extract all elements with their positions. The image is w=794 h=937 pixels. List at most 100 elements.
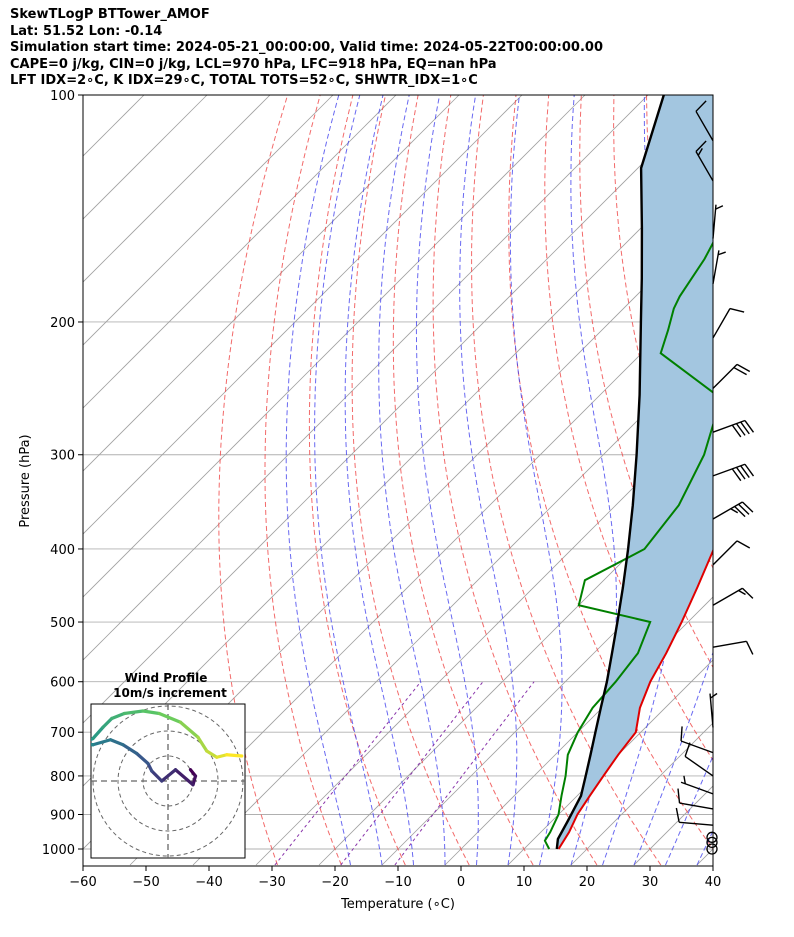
title-indices: LFT IDX=2∘C, K IDX=29∘C, TOTAL TOTS=52∘C… bbox=[10, 73, 478, 89]
title-stability: CAPE=0 j/kg, CIN=0 j/kg, LCL=970 hPa, LF… bbox=[10, 56, 497, 72]
isotherm bbox=[83, 95, 586, 598]
barb-staff bbox=[712, 419, 746, 433]
barb-staff bbox=[712, 540, 738, 566]
isotherm bbox=[83, 95, 712, 724]
y-tick-label: 900 bbox=[50, 808, 75, 823]
dry-adiabat bbox=[544, 95, 713, 762]
barb-staff bbox=[679, 802, 714, 810]
y-tick-label: 800 bbox=[50, 770, 75, 785]
wind-barb bbox=[712, 463, 755, 482]
wind-barb bbox=[712, 640, 754, 655]
x-axis-label: Temperature (∘C) bbox=[340, 897, 455, 912]
wind-barb bbox=[712, 587, 754, 606]
barb-flag bbox=[730, 508, 739, 514]
moist-adiabat bbox=[665, 754, 713, 866]
hodograph-segment bbox=[91, 742, 95, 747]
barb-staff bbox=[712, 463, 746, 477]
barb-flag bbox=[697, 148, 703, 156]
barb-staff bbox=[712, 363, 738, 389]
hodograph-segment bbox=[101, 716, 114, 729]
isotherm bbox=[318, 470, 713, 866]
isotherm bbox=[444, 596, 713, 866]
inset-title: Wind Profile bbox=[125, 671, 208, 685]
x-tick-label: −30 bbox=[258, 875, 285, 890]
title-station: SkewTLogP BTTower_AMOF bbox=[10, 7, 210, 22]
isotherm bbox=[0, 95, 81, 865]
x-tick-label: 20 bbox=[579, 875, 596, 890]
barb-flag bbox=[675, 807, 680, 823]
moist-adiabat bbox=[602, 95, 684, 866]
wind-barb bbox=[712, 419, 755, 438]
x-tick-label: −40 bbox=[195, 875, 222, 890]
hodograph-segment bbox=[196, 735, 209, 753]
wind-barb bbox=[712, 501, 754, 520]
wind-barb bbox=[680, 775, 714, 795]
isotherm bbox=[83, 95, 649, 661]
barb-flag bbox=[741, 501, 754, 513]
hodograph-segment bbox=[225, 753, 244, 758]
moist-adiabat bbox=[633, 651, 713, 866]
barb-staff bbox=[680, 781, 714, 795]
wind-barb bbox=[677, 788, 714, 810]
barb-staff bbox=[695, 151, 714, 182]
isotherm bbox=[381, 533, 713, 866]
moist-adiabat bbox=[415, 95, 479, 866]
hodograph-segment bbox=[91, 725, 105, 741]
barb-flag bbox=[717, 251, 726, 256]
mixing-ratio-line bbox=[274, 681, 422, 866]
hodograph-segment bbox=[205, 749, 219, 759]
barb-flag bbox=[733, 366, 747, 376]
y-tick-label: 100 bbox=[50, 89, 75, 104]
wind-barb bbox=[712, 307, 745, 339]
wind-barb bbox=[712, 250, 726, 284]
barb-flag bbox=[715, 205, 724, 210]
wind-barb bbox=[680, 726, 714, 754]
barb-staff bbox=[709, 693, 714, 728]
x-tick-label: 0 bbox=[457, 875, 465, 890]
wind-barb bbox=[675, 807, 714, 826]
x-tick-label: 40 bbox=[705, 875, 722, 890]
barb-flag bbox=[738, 503, 750, 515]
wind-barb bbox=[712, 204, 724, 239]
isotherm bbox=[760, 95, 794, 865]
isotherm bbox=[83, 95, 397, 409]
wind-barb-calm bbox=[706, 843, 718, 855]
plot-axes: −60 −50 −40 −30 −20 −10 0 10 20 30 40 100 200 300 400 5… bbox=[42, 89, 721, 890]
hodograph-segment bbox=[215, 753, 229, 759]
y-axis-label: Pressure (hPa) bbox=[18, 434, 33, 527]
isotherm bbox=[83, 95, 334, 346]
wind-barb bbox=[684, 742, 714, 777]
dry-adiabat bbox=[351, 95, 470, 866]
barb-flag bbox=[740, 421, 750, 435]
barb-staff bbox=[712, 308, 731, 339]
barb-flag bbox=[740, 465, 750, 478]
barb-flag bbox=[710, 692, 718, 699]
y-tick-label: 700 bbox=[50, 726, 75, 741]
wind-barb bbox=[695, 140, 714, 182]
wind-barbs bbox=[675, 100, 755, 855]
x-tick-label: −50 bbox=[132, 875, 159, 890]
dry-adiabat bbox=[711, 95, 713, 118]
y-tick-label: 500 bbox=[50, 616, 75, 631]
barb-flag bbox=[745, 641, 754, 655]
dry-adiabat bbox=[308, 95, 406, 866]
wind-barb-calm bbox=[706, 836, 718, 849]
moist-adiabat bbox=[378, 95, 446, 865]
isotherm bbox=[570, 722, 713, 866]
moist-adiabat bbox=[509, 95, 563, 866]
barb-flag bbox=[731, 468, 742, 482]
barb-flag bbox=[695, 140, 707, 152]
moist-adiabat bbox=[314, 95, 383, 866]
x-tick-label: 30 bbox=[642, 875, 659, 890]
parcel-path bbox=[555, 95, 665, 850]
isotherm bbox=[83, 95, 460, 472]
title-times: Simulation start time: 2024-05-21_00:00:… bbox=[10, 40, 603, 56]
hodograph-segment bbox=[173, 768, 195, 787]
barb-staff bbox=[712, 501, 743, 520]
dry-adiabat bbox=[264, 95, 342, 866]
barb-flag bbox=[744, 420, 755, 433]
barb-staff bbox=[680, 740, 714, 754]
temperature-line bbox=[557, 548, 713, 850]
barb-flag bbox=[736, 540, 751, 549]
barb-flag bbox=[735, 466, 746, 480]
